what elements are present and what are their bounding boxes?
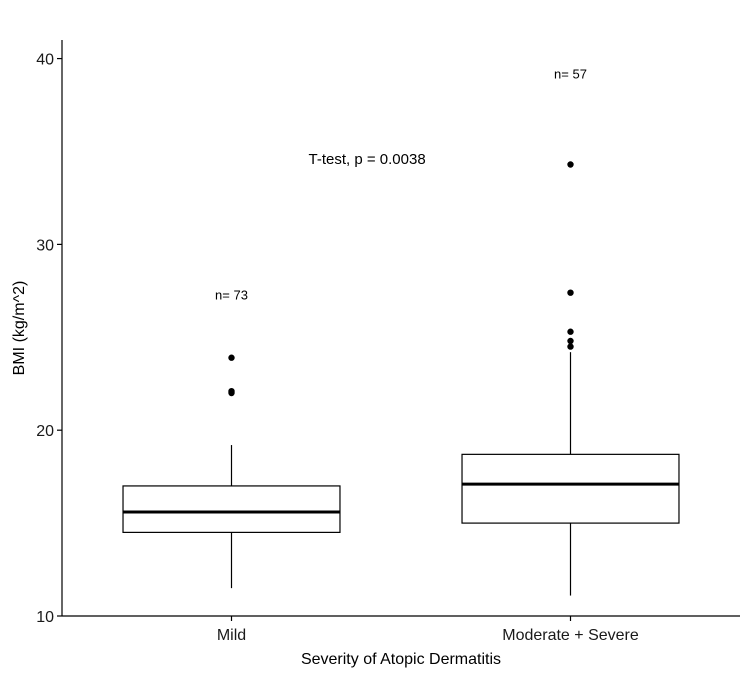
x-tick-label: Mild [217, 627, 246, 644]
t-test-annotation: T-test, p = 0.0038 [309, 151, 426, 168]
axes [61, 40, 740, 617]
iqr-box [122, 485, 341, 533]
y-tick-label: 40 [36, 52, 54, 69]
outlier-point [567, 343, 574, 350]
outlier-point [567, 337, 574, 345]
y-tick-label: 20 [36, 423, 54, 440]
sample-size-label: n= 73 [215, 288, 248, 303]
iqr-box [461, 453, 680, 524]
y-tick-label: 10 [36, 609, 54, 626]
y-tick-label: 30 [36, 237, 54, 254]
x-tick-label: Moderate + Severe [502, 627, 639, 644]
outlier-point [567, 161, 574, 168]
box-group: n= 73 [122, 288, 341, 589]
sample-size-label: n= 57 [554, 66, 587, 81]
x-ticks: Mild Moderate + Severe [217, 616, 639, 644]
outlier-point [567, 328, 574, 335]
box-group: n= 57 [461, 66, 680, 596]
x-axis-title: Severity of Atopic Dermatitis [301, 651, 501, 668]
outlier-point [567, 289, 574, 296]
y-ticks: 10 20 30 40 [36, 52, 62, 626]
y-axis-title: BMI (kg/m^2) [11, 281, 28, 376]
outlier-point [228, 387, 235, 395]
boxes: n= 73 n= 57 [122, 66, 680, 596]
outlier-point [228, 354, 235, 361]
